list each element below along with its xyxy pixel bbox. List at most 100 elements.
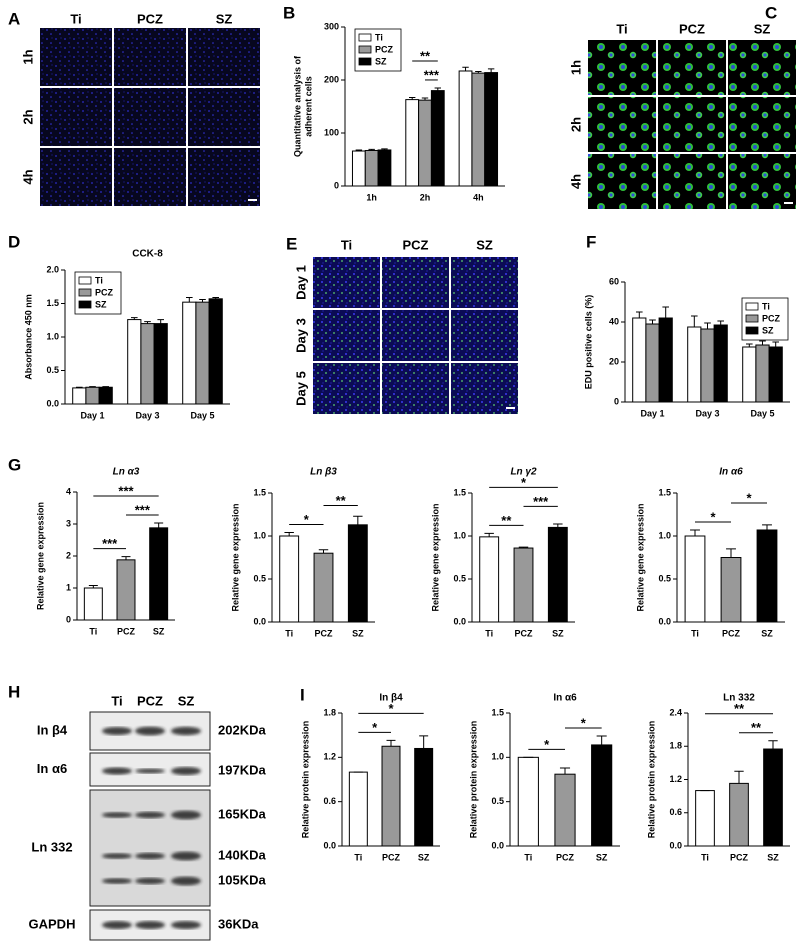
panel-letter: F: [586, 232, 596, 251]
y-tick-label: 1: [66, 582, 71, 592]
bar: [195, 301, 210, 405]
panel-letter: I: [300, 685, 305, 704]
legend-swatch: [78, 276, 92, 285]
micrograph: [588, 40, 656, 95]
bar: [85, 386, 100, 405]
blot-band: [102, 727, 132, 735]
error-bar: [596, 735, 607, 745]
y-tick-label: 0.5: [253, 573, 266, 583]
bar: [418, 99, 432, 187]
error-bar: [318, 549, 329, 554]
y-axis-label: Relative gene expression: [230, 503, 240, 611]
error-bar: [734, 770, 744, 784]
x-tick-label: PCZ: [515, 628, 534, 638]
bar: [547, 526, 568, 623]
y-tick-label: 2.4: [669, 707, 682, 717]
bar: [313, 552, 334, 623]
panel-letter: E: [286, 234, 297, 253]
significance-label: *: [304, 512, 310, 527]
legend-swatch: [78, 288, 92, 297]
blot-row-label: Ln 332: [31, 839, 72, 854]
significance-label: **: [734, 701, 745, 716]
blot-frame: [89, 789, 211, 907]
y-tick-label: 0.5: [658, 573, 671, 583]
y-tick-label: 0.5: [453, 573, 466, 583]
x-tick-label: Day 3: [135, 410, 159, 420]
bar: [72, 387, 87, 405]
error-bar: [386, 739, 396, 747]
bar: [755, 344, 770, 403]
y-tick-label: 1.5: [253, 487, 266, 497]
y-tick-label: 0: [334, 180, 339, 190]
y-tick-label: 1.0: [453, 530, 466, 540]
panel-letter: D: [8, 232, 20, 251]
x-tick-label: PCZ: [722, 628, 741, 638]
blot-band: [102, 853, 132, 859]
bar: [140, 323, 155, 405]
row-header: 4h: [20, 169, 35, 184]
error-bar: [186, 296, 193, 303]
blot-row-label: GAPDH: [29, 916, 76, 931]
error-bar: [553, 523, 563, 528]
x-tick-label: Ti: [89, 626, 97, 636]
y-axis-label: Relative protein expression: [300, 721, 310, 839]
error-bar: [355, 149, 363, 152]
bar: [513, 547, 534, 623]
x-tick-label: 1h: [366, 192, 377, 202]
x-tick-label: 2h: [420, 192, 431, 202]
row-header: 1h: [568, 60, 583, 75]
micrograph: [188, 148, 260, 206]
bar: [684, 535, 706, 623]
bar: [182, 301, 197, 405]
y-tick-label: 0.0: [669, 840, 682, 850]
y-axis-label: EDU positive cells (%): [583, 295, 593, 390]
molecular-weight: 197KDa: [218, 762, 266, 777]
error-bar: [102, 386, 109, 388]
molecular-weight: 165KDa: [218, 806, 266, 821]
x-tick-label: PCZ: [556, 852, 575, 862]
y-axis-label: Quantitative analysis of: [292, 55, 302, 157]
error-bar: [199, 298, 206, 303]
y-tick-label: 1.8: [669, 741, 682, 751]
column-header: Ti: [341, 237, 352, 252]
row-header: Day 1: [293, 265, 308, 300]
blot-band: [135, 921, 165, 929]
x-tick-label: Day 5: [750, 408, 774, 418]
legend-swatch: [745, 314, 759, 323]
chart-title: Ln α3: [113, 467, 140, 478]
y-tick-label: 1.0: [491, 752, 504, 762]
x-tick-label: SZ: [352, 628, 364, 638]
y-tick-label: 3: [66, 518, 71, 528]
bar: [348, 771, 368, 847]
y-tick-label: 4: [66, 486, 71, 496]
y-tick-label: 0.0: [46, 398, 59, 408]
error-bar: [121, 556, 131, 560]
significance-label: ***: [424, 67, 440, 82]
blot-band: [171, 851, 201, 861]
legend-label: Ti: [762, 301, 770, 311]
micrograph: [313, 310, 380, 361]
significance-label: ***: [135, 502, 151, 517]
y-tick-label: 0.0: [323, 840, 336, 850]
bar: [153, 323, 168, 405]
row-header: 2h: [568, 117, 583, 132]
y-tick-label: 0.0: [658, 616, 671, 626]
bar: [381, 745, 401, 847]
bar: [729, 782, 749, 847]
y-tick-label: 1.0: [46, 331, 59, 341]
micrograph: [313, 257, 380, 308]
bar: [713, 324, 728, 403]
bar: [768, 346, 783, 403]
bar: [742, 346, 757, 403]
error-bar: [154, 522, 164, 528]
y-tick-label: 0.0: [491, 840, 504, 850]
bar: [149, 527, 169, 621]
molecular-weight: 140KDa: [218, 847, 266, 862]
blot-band: [171, 921, 201, 929]
legend-label: Ti: [375, 32, 383, 42]
chart-title: Ln γ2: [510, 467, 537, 478]
y-tick-label: 0: [66, 614, 71, 624]
error-bar: [484, 532, 494, 537]
error-bar: [419, 735, 429, 749]
x-tick-label: 4h: [473, 192, 484, 202]
